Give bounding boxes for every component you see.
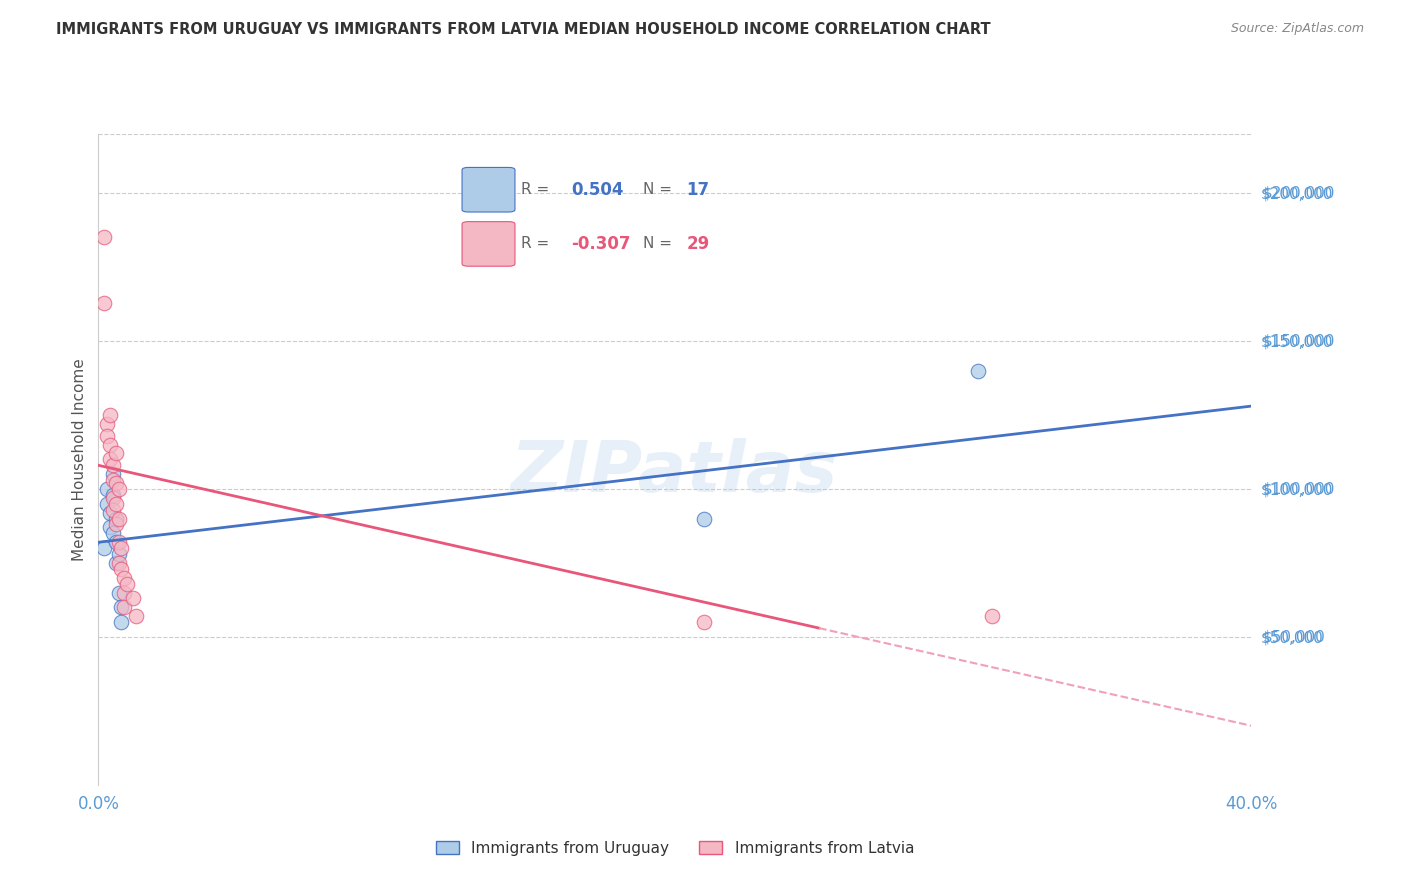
Point: [96, 417, 118, 431]
FancyBboxPatch shape: [463, 168, 515, 212]
Text: IMMIGRANTS FROM URUGUAY VS IMMIGRANTS FROM LATVIA MEDIAN HOUSEHOLD INCOME CORREL: IMMIGRANTS FROM URUGUAY VS IMMIGRANTS FR…: [56, 22, 991, 37]
Point: [98, 520, 121, 534]
Point: [112, 571, 135, 585]
Y-axis label: Median Household Income: Median Household Income: [72, 358, 87, 561]
Text: R =: R =: [522, 236, 554, 252]
Point: [98, 452, 121, 467]
Text: $100,000: $100,000: [1263, 482, 1336, 497]
Text: N =: N =: [643, 236, 676, 252]
Point: [98, 437, 121, 451]
Point: [107, 556, 129, 570]
Point: [125, 609, 148, 624]
Point: [110, 562, 132, 576]
Point: [112, 585, 135, 599]
Text: $150,000: $150,000: [1263, 334, 1336, 349]
Text: 0.504: 0.504: [571, 181, 623, 199]
Text: -0.307: -0.307: [571, 235, 630, 253]
Point: [966, 363, 988, 377]
Text: $50,000: $50,000: [1263, 630, 1326, 644]
Point: [104, 517, 127, 532]
Text: $200,000: $200,000: [1263, 186, 1336, 201]
Point: [101, 488, 124, 502]
Text: Source: ZipAtlas.com: Source: ZipAtlas.com: [1230, 22, 1364, 36]
Point: [93, 541, 115, 556]
Point: [117, 576, 139, 591]
Point: [981, 609, 1004, 624]
Text: 17: 17: [686, 181, 709, 199]
Point: [101, 458, 124, 473]
Point: [96, 482, 118, 496]
Text: R =: R =: [522, 182, 554, 197]
Point: [107, 535, 129, 549]
Point: [96, 428, 118, 442]
Point: [110, 615, 132, 630]
Point: [122, 591, 145, 606]
Point: [104, 511, 127, 525]
Point: [107, 511, 129, 525]
Point: [101, 502, 124, 516]
Point: [101, 467, 124, 482]
Point: [104, 556, 127, 570]
Point: [107, 585, 129, 599]
Point: [107, 547, 129, 561]
Legend: Immigrants from Uruguay, Immigrants from Latvia: Immigrants from Uruguay, Immigrants from…: [430, 835, 920, 862]
Point: [101, 526, 124, 541]
Point: [98, 506, 121, 520]
Text: N =: N =: [643, 182, 676, 197]
Point: [104, 497, 127, 511]
Point: [104, 535, 127, 549]
Point: [93, 230, 115, 244]
Point: [101, 491, 124, 505]
Point: [98, 408, 121, 422]
Point: [110, 541, 132, 556]
Text: ZIPatlas: ZIPatlas: [512, 438, 838, 507]
Point: [107, 482, 129, 496]
Point: [101, 473, 124, 487]
FancyBboxPatch shape: [463, 221, 515, 266]
Text: 29: 29: [686, 235, 710, 253]
Point: [693, 511, 716, 525]
Point: [104, 476, 127, 491]
Point: [693, 615, 716, 630]
Point: [112, 600, 135, 615]
Point: [93, 295, 115, 310]
Point: [104, 446, 127, 460]
Point: [110, 600, 132, 615]
Point: [96, 497, 118, 511]
